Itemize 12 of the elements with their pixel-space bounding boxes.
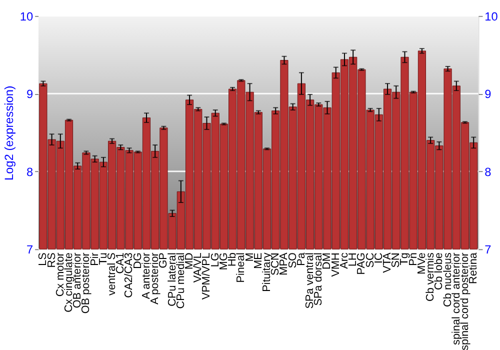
y2-tick-label: 7 (484, 242, 492, 257)
x-tick-label: Tg (398, 252, 411, 266)
y-tick-label: 9 (26, 87, 34, 102)
y2-tick-label: 10 (484, 9, 498, 24)
y-axis-title: Log2 (expression) (2, 86, 16, 180)
y-tick-label: 10 (20, 9, 34, 24)
x-tick-label: A posterior (149, 252, 162, 305)
y2-tick-label: 8 (484, 164, 492, 179)
y-tick-label: 7 (26, 242, 34, 257)
y-tick-label: 8 (26, 164, 34, 179)
x-tick-label: RS (46, 252, 58, 268)
y2-tick-label: 9 (484, 87, 492, 102)
